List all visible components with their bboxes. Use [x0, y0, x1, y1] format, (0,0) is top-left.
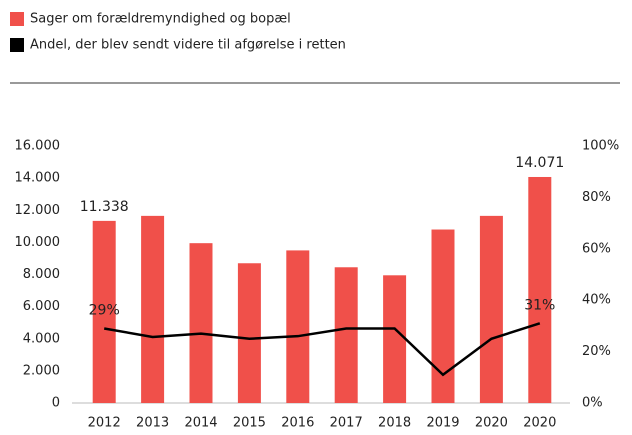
x-tick-label: 2016: [281, 416, 314, 431]
y2-tick-label: 60%: [582, 241, 611, 256]
y-tick-label: 14.000: [15, 171, 61, 186]
data-label: 14.071: [515, 155, 564, 171]
x-tick-label: 2020: [523, 416, 556, 431]
x-tick-label: 2018: [378, 416, 411, 431]
x-tick-label: 2013: [136, 416, 169, 431]
bar: [479, 215, 503, 403]
x-tick-label: 2019: [426, 416, 459, 431]
y-tick-label: 0: [52, 396, 60, 411]
bar: [334, 267, 358, 403]
line: [103, 322, 541, 377]
bar: [237, 263, 261, 403]
bar: [92, 220, 116, 403]
legend-swatch: [10, 38, 24, 52]
y-tick-label: 16.000: [15, 139, 61, 154]
legend-label: Andel, der blev sendt videre til afgørel…: [30, 38, 346, 53]
y2-tick-label: 0%: [582, 396, 603, 411]
x-tick-label: 2012: [88, 416, 121, 431]
data-label: 11.338: [80, 199, 129, 215]
x-tick-label: 2017: [330, 416, 363, 431]
data-label: 31%: [524, 297, 555, 313]
bar: [189, 243, 213, 403]
bar: [431, 229, 455, 403]
y-tick-label: 2.000: [23, 363, 60, 378]
bar: [528, 176, 552, 403]
x-tick-label: 2020: [475, 416, 508, 431]
data-label: 29%: [89, 302, 120, 318]
x-tick-label: 2014: [184, 416, 217, 431]
bar: [286, 250, 310, 403]
legend-label: Sager om forældremyndighed og bopæl: [30, 12, 291, 27]
bar: [383, 275, 407, 403]
y-tick-label: 8.000: [23, 267, 60, 282]
y-tick-label: 4.000: [23, 331, 60, 346]
y2-tick-label: 20%: [582, 344, 611, 359]
y-tick-label: 10.000: [15, 235, 61, 250]
y-tick-label: 12.000: [15, 203, 61, 218]
legend-swatch: [10, 12, 24, 26]
bar: [141, 215, 165, 403]
y-tick-label: 6.000: [23, 299, 60, 314]
x-tick-label: 2015: [233, 416, 266, 431]
y2-tick-label: 100%: [582, 139, 619, 154]
y2-tick-label: 80%: [582, 190, 611, 205]
y2-tick-label: 40%: [582, 293, 611, 308]
